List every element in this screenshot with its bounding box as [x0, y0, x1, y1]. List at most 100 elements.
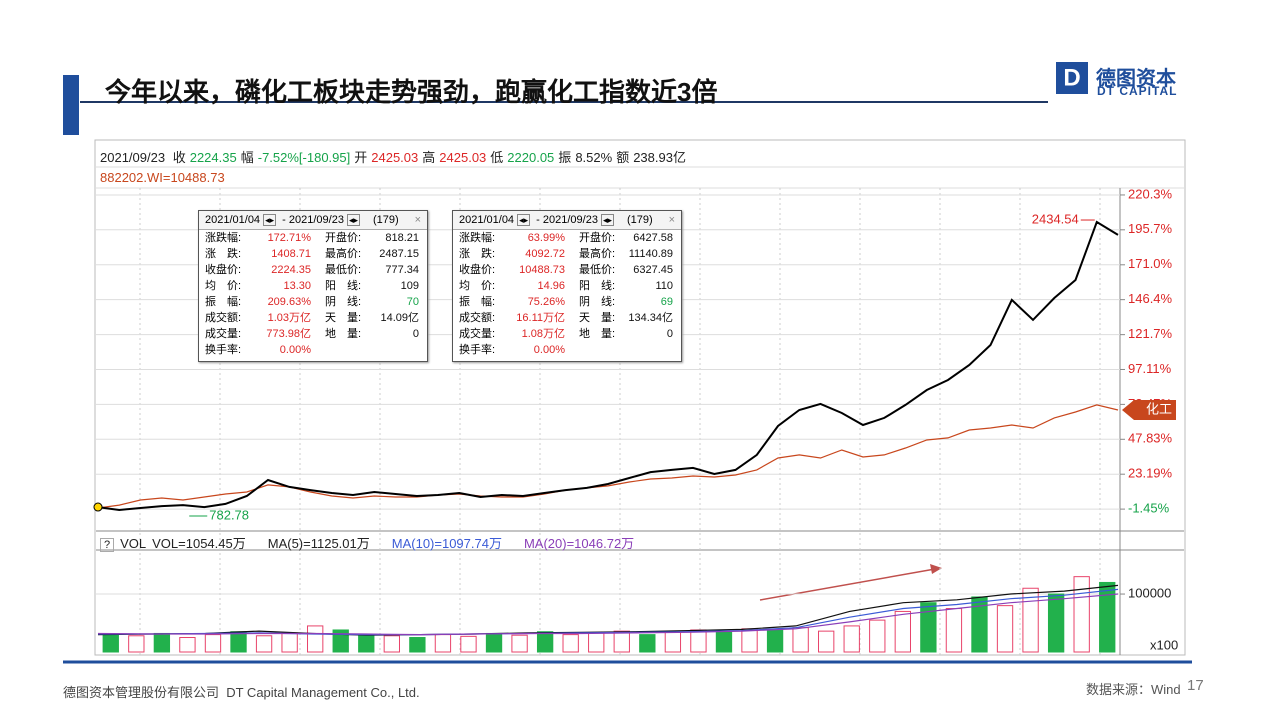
volume-bar	[255, 635, 273, 653]
legend-entry: MA(5)=1125.01万	[267, 536, 370, 551]
volume-bar	[307, 625, 324, 653]
volume-bar	[869, 619, 886, 653]
volume-bar	[128, 635, 145, 653]
volume-bar	[562, 634, 579, 653]
popup-cell: 最高价:	[579, 248, 616, 260]
popup-count: (179)	[373, 214, 399, 226]
logo-box	[1056, 62, 1088, 94]
legend-help: ?	[100, 538, 115, 552]
popup-cell: 阴 线:	[579, 296, 616, 308]
popup-row: 成交量: 1.08万亿 地 量: 0	[453, 326, 681, 342]
popup-cell: 地 量:	[325, 328, 362, 340]
volume-bar	[153, 632, 171, 653]
popup-cell: 振 幅:	[205, 296, 242, 308]
ma-line	[98, 588, 1119, 636]
popup-cell: 69	[660, 296, 673, 308]
popup-cell: 成交额:	[205, 312, 242, 324]
trend-arrowhead	[930, 564, 942, 574]
popup-row: 振 幅: 209.63% 阴 线: 70	[199, 294, 427, 310]
start-dot	[93, 502, 103, 512]
info-label: 开	[354, 150, 368, 165]
volume-bar	[511, 634, 528, 653]
y-tick-label: 121.7%	[1128, 326, 1173, 341]
popup-cell: 63.99%	[527, 232, 565, 244]
popup-sep: -	[279, 214, 289, 226]
legend-entry: MA(20)=1046.72万	[523, 536, 635, 551]
popup-cell: 换手率:	[205, 344, 242, 356]
popup-head: 2021/01/04 ◂▸ - 2021/09/23 ◂▸ (179) ×	[453, 211, 681, 230]
logo-en: DT CAPITAL	[1097, 84, 1178, 98]
popup-cell: 11140.89	[628, 248, 673, 260]
info-value: 2425.03	[371, 150, 419, 165]
popup-cell: 6427.58	[633, 232, 673, 244]
volume-bar	[460, 635, 477, 653]
info-label: 低	[490, 150, 504, 165]
y-tick-label: 23.19%	[1128, 466, 1173, 481]
popup-cell: 振 幅:	[459, 296, 496, 308]
popup-cell: 777.34	[385, 264, 419, 276]
volume-bar	[588, 632, 605, 653]
popup-cell: 最高价:	[325, 248, 362, 260]
volume-bar	[281, 632, 298, 653]
slide-title: 今年以来，磷化工板块走势强劲，跑赢化工指数近3倍	[105, 77, 718, 107]
info-value: -7.52%[-180.95]	[257, 150, 351, 165]
popup-end: 2021/09/23	[542, 214, 598, 226]
popup-cell: 均 价:	[459, 280, 496, 292]
popup-row: 涨跌幅: 63.99% 开盘价: 6427.58	[453, 230, 681, 246]
popup-cell: 0	[666, 328, 673, 340]
popup-cell: 1408.71	[271, 248, 311, 260]
popup-cell: 6327.45	[633, 264, 673, 276]
volume-bar	[996, 605, 1014, 653]
popup-cell: 109	[400, 280, 419, 292]
volume-bar	[485, 632, 503, 653]
popup-end: 2021/09/23	[288, 214, 344, 226]
popup-start: 2021/01/04	[459, 214, 515, 226]
volume-bar	[945, 608, 963, 653]
volume-bar	[409, 637, 426, 653]
volume-bar	[715, 631, 733, 653]
popup-cell: 天 量:	[579, 312, 616, 324]
footer-company: 德图资本管理股份有限公司 DT Capital Management Co., …	[63, 685, 420, 700]
ma-line	[97, 584, 1119, 636]
popup-cell: 阳 线:	[325, 280, 362, 292]
volume-bar	[383, 635, 400, 653]
volume-bar	[639, 634, 656, 653]
logo-cn: 德图资本	[1096, 68, 1176, 90]
volume-bar	[179, 637, 196, 653]
popup-cell: 涨跌幅:	[205, 232, 242, 244]
popup-cell: 13.30	[283, 280, 311, 292]
popup-cell: 0.00%	[533, 344, 565, 356]
ma-line	[97, 593, 1119, 636]
popup-cell: 4092.72	[525, 248, 565, 260]
popup-cell: 涨 跌:	[205, 248, 242, 260]
info-label: 振	[558, 150, 572, 165]
popup-cell: 110	[655, 280, 673, 292]
volume-bar	[818, 630, 835, 653]
popup-row: 成交额: 1.03万亿 天 量: 14.09亿	[199, 310, 427, 326]
popup-cell: 成交量:	[459, 328, 496, 340]
popup-cell: 70	[406, 296, 419, 308]
popup-count: (179)	[627, 214, 653, 226]
popup-cell: 773.98亿	[266, 328, 311, 340]
popup-cell: 换手率:	[459, 344, 496, 356]
volume-bar	[843, 625, 860, 653]
trend-arrow	[759, 568, 936, 601]
chart-frame	[94, 139, 1186, 656]
popup-cell: 2487.15	[379, 248, 419, 260]
popup-sep: -	[533, 214, 543, 226]
popup-cell: 最低价:	[579, 264, 616, 276]
title-accent	[63, 75, 79, 135]
popup-row: 涨 跌: 4092.72 最高价: 11140.89	[453, 246, 681, 262]
volume-bar	[358, 634, 375, 653]
volume-bar	[664, 631, 682, 653]
info-value: 2224.35	[189, 150, 237, 165]
y-tick-label: -1.45%	[1128, 501, 1170, 516]
info-value: 8.52%	[575, 150, 613, 165]
popup-cell: 0.00%	[279, 344, 311, 356]
volume-bar	[766, 629, 784, 653]
volume-bar	[1073, 576, 1090, 653]
popup-nav: ◂▸	[346, 214, 360, 226]
popup-cell: 收盘价:	[205, 264, 242, 276]
popup-cell: 2224.35	[271, 264, 311, 276]
unit-label: x100	[1150, 637, 1178, 652]
